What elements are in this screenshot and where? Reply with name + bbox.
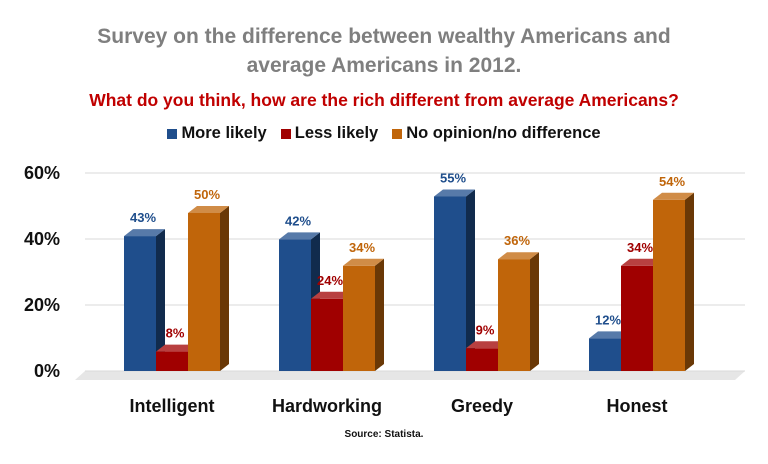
data-label: 8% — [166, 326, 185, 341]
bar-side — [530, 252, 539, 371]
data-label: 12% — [595, 312, 621, 327]
data-label: 55% — [440, 171, 466, 186]
chart-source: Source: Statista. — [344, 429, 424, 440]
bar — [434, 196, 466, 371]
bar-top — [653, 192, 694, 200]
legend-swatch-more-likely — [167, 128, 178, 139]
bar — [311, 298, 343, 371]
bar-top — [343, 258, 384, 266]
bar — [621, 265, 653, 371]
legend-label-no-opinion: No opinion/no difference — [406, 124, 601, 142]
data-label: 43% — [130, 210, 156, 225]
bar — [498, 259, 530, 371]
data-label: 42% — [285, 213, 311, 228]
bar-top — [156, 344, 197, 352]
legend-swatch-no-opinion — [392, 128, 403, 139]
data-label: 34% — [627, 240, 653, 255]
data-label: 50% — [194, 187, 220, 202]
data-label: 36% — [504, 233, 530, 248]
bar-side — [220, 206, 229, 371]
bar-top — [124, 229, 165, 237]
bar — [156, 351, 188, 371]
bar-top — [434, 189, 475, 197]
y-tick-label: 60% — [24, 163, 60, 183]
bar-top — [279, 232, 320, 240]
bar — [343, 265, 375, 371]
legend-label-less-likely: Less likely — [294, 124, 379, 142]
bar — [188, 213, 220, 371]
x-category-label: Hardworking — [272, 396, 382, 416]
bar-top — [466, 341, 507, 349]
data-label: 34% — [349, 240, 375, 255]
bar-top — [498, 252, 539, 260]
data-label: 24% — [317, 273, 343, 288]
legend-item-more-likely: More likely — [167, 124, 267, 143]
data-label: 9% — [476, 322, 495, 337]
bar — [653, 199, 685, 371]
bar-side — [156, 229, 165, 371]
chart-floor — [75, 371, 745, 380]
bar-side — [685, 192, 694, 371]
data-label: 54% — [659, 174, 685, 189]
bar — [466, 348, 498, 371]
y-tick-label: 20% — [24, 295, 60, 315]
legend-item-no-opinion: No opinion/no difference — [392, 124, 601, 143]
bar-top — [621, 258, 662, 266]
y-tick-label: 0% — [34, 361, 60, 381]
chart-title: Survey on the difference between wealthy… — [0, 22, 768, 80]
bar — [124, 236, 156, 371]
bar — [589, 338, 621, 371]
bar-top — [188, 206, 229, 213]
legend-label-more-likely: More likely — [181, 124, 267, 142]
chart-legend: More likely Less likely No opinion/no di… — [0, 124, 768, 143]
bar-side — [466, 189, 475, 371]
chart-subtitle: What do you think, how are the rich diff… — [89, 90, 679, 110]
bar — [279, 239, 311, 371]
chart-title-line-1: Survey on the difference between wealthy… — [97, 25, 671, 48]
y-tick-label: 40% — [24, 229, 60, 249]
legend-swatch-less-likely — [280, 128, 291, 139]
chart-title-line-2: average Americans in 2012. — [246, 54, 522, 77]
x-category-label: Greedy — [451, 396, 513, 416]
legend-item-less-likely: Less likely — [280, 124, 379, 143]
bar-side — [375, 258, 384, 371]
bar-top — [311, 291, 352, 299]
x-category-label: Intelligent — [130, 396, 215, 416]
x-category-label: Honest — [606, 396, 667, 416]
bar-top — [589, 331, 630, 339]
